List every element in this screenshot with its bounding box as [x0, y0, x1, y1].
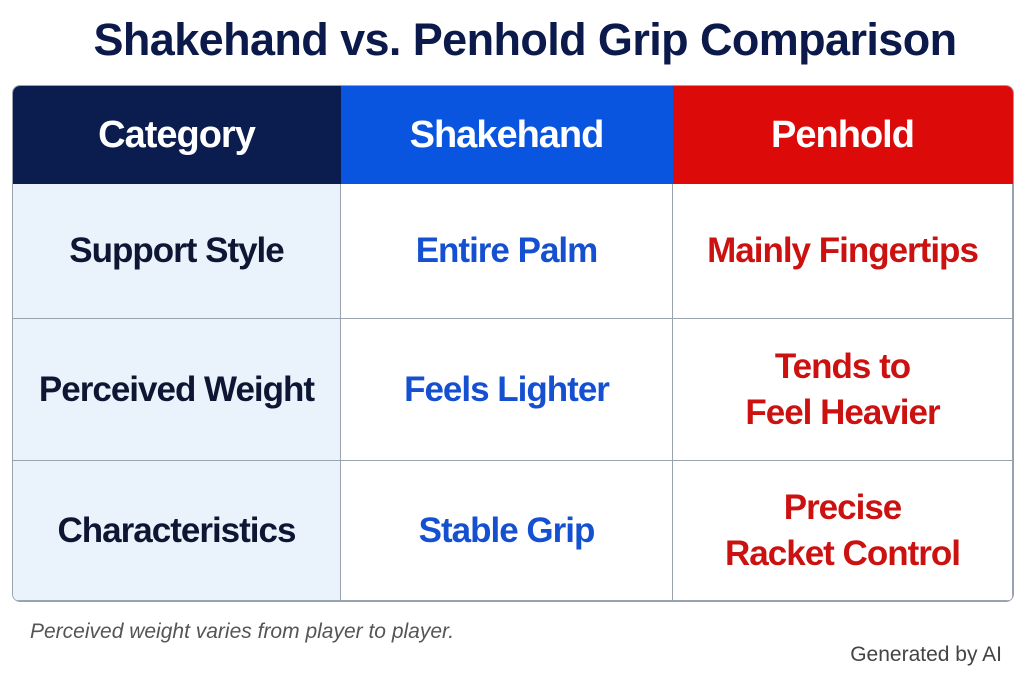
table-cell: Mainly Fingertips — [673, 184, 1013, 319]
title: Shakehand vs. Penhold Grip Comparison — [93, 14, 958, 65]
header-cell: Shakehand — [341, 86, 673, 184]
table-cell: Feels Lighter — [341, 319, 673, 461]
watermark: Generated by AI — [850, 643, 1002, 666]
cell-line: Feel Heavier — [745, 392, 940, 432]
table-cell: Entire Palm — [341, 184, 673, 319]
table-cell: Precise Racket Control — [673, 461, 1013, 601]
header-cell: Penhold — [673, 86, 1013, 184]
cell-line: Tends to — [774, 346, 911, 386]
table-cell: Support Style — [13, 184, 341, 319]
header-cell: Category — [13, 86, 341, 184]
cell-line: Racket Control — [725, 533, 961, 573]
footnote: Perceived weight varies from player to p… — [30, 620, 455, 643]
table-cell: Perceived Weight — [13, 319, 341, 461]
table-cell: Stable Grip — [341, 461, 673, 601]
comparison-table: Category Shakehand Penhold Support Style Ent… — [12, 85, 1014, 602]
cell-line: Precise — [783, 487, 903, 527]
table-cell: Characteristics — [13, 461, 341, 601]
table-cell: Tends to Feel Heavier — [673, 319, 1013, 461]
